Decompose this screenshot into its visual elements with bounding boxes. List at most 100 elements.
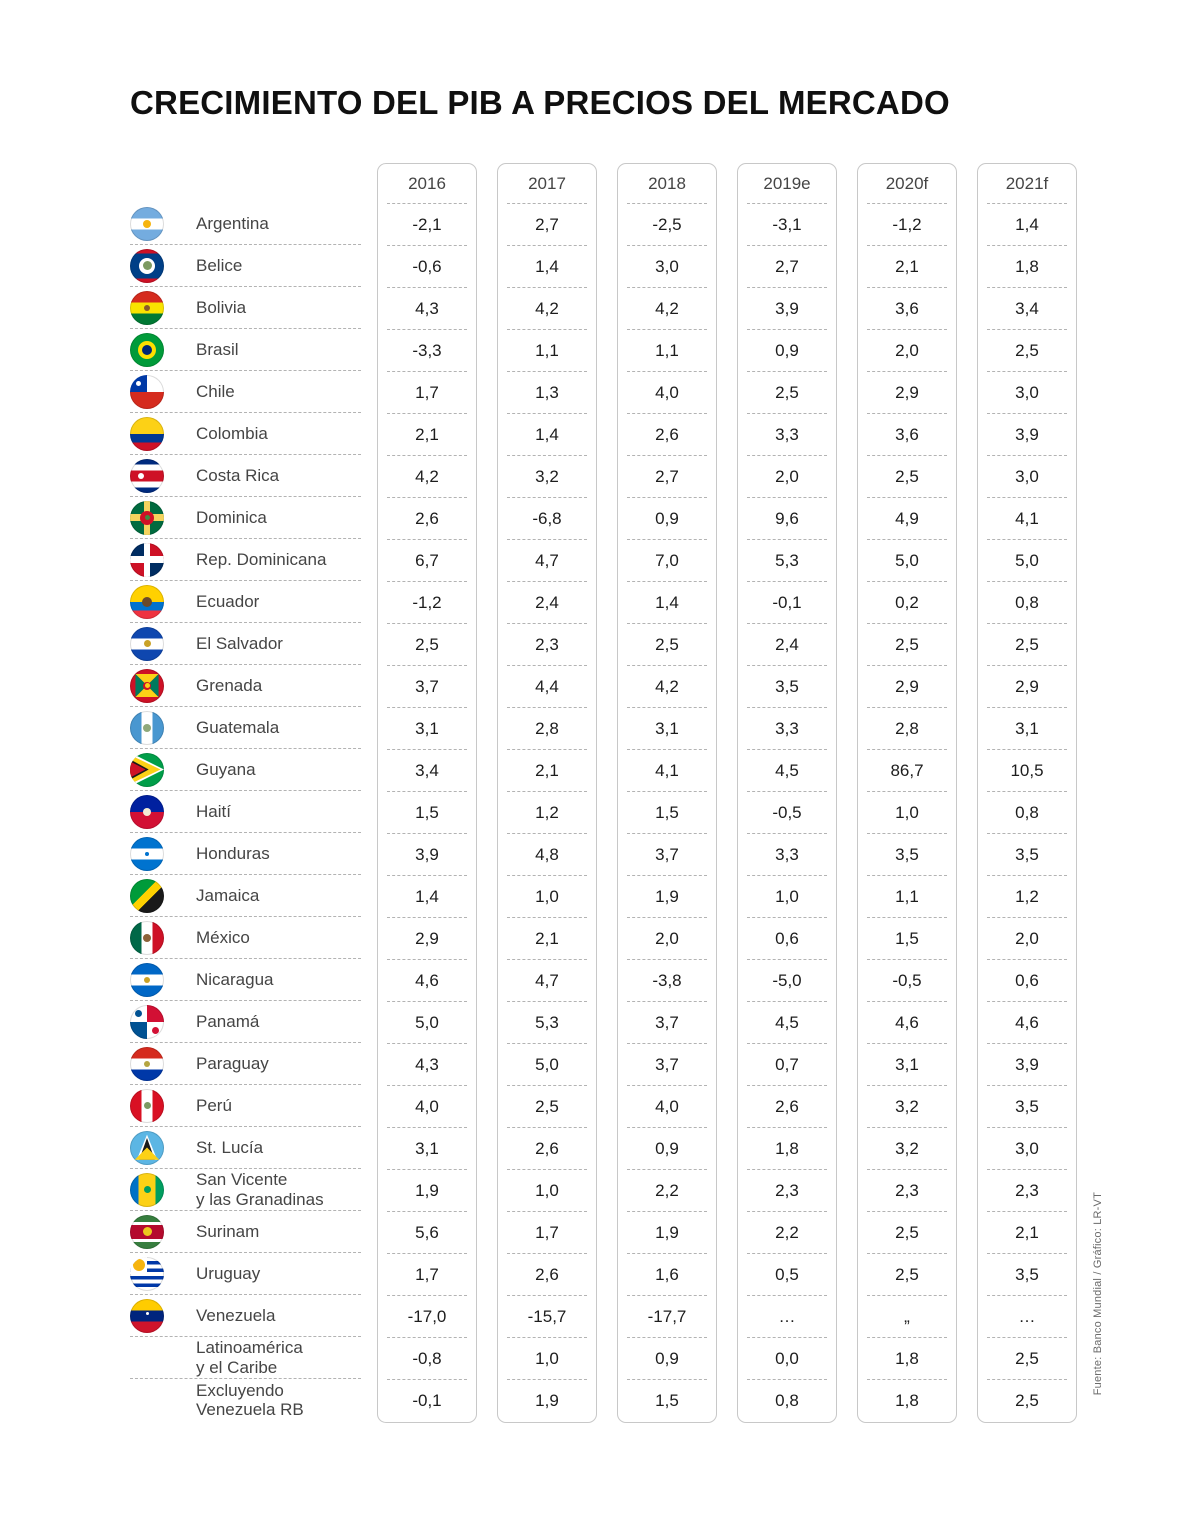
- flag-icon: [130, 962, 164, 997]
- flag-icon: [130, 1298, 164, 1333]
- value-cell: 1,2: [507, 792, 587, 834]
- value-cell: 4,5: [747, 1002, 827, 1044]
- country-name: Rep. Dominicana: [196, 549, 327, 569]
- value-cell: 3,6: [867, 414, 947, 456]
- value-cell: 4,6: [987, 1002, 1067, 1044]
- table-row: México: [130, 917, 361, 959]
- flag-part: [142, 596, 152, 607]
- value-cell: 2,3: [867, 1170, 947, 1212]
- value-cell: -3,8: [627, 960, 707, 1002]
- value-cell: 3,5: [747, 666, 827, 708]
- year-column: 2021f 1,4 1,8 3,4 2,5 3,0 3,9 3,0 4,1 5,0 0,8 2,5 2,…: [977, 163, 1077, 1423]
- value-cell: 2,6: [627, 414, 707, 456]
- flag-icon: [130, 626, 164, 661]
- flag-part: [142, 344, 152, 355]
- table-row: Perú: [130, 1085, 361, 1127]
- value-cell: 3,7: [627, 1044, 707, 1086]
- value-cell: -2,1: [387, 204, 467, 246]
- value-cell: 1,7: [387, 1254, 467, 1296]
- value-cell: 2,5: [987, 330, 1067, 372]
- value-cell: 1,4: [507, 246, 587, 288]
- value-cell: 1,7: [507, 1212, 587, 1254]
- flag-part: [136, 380, 141, 386]
- table-row: Guatemala: [130, 707, 361, 749]
- table-row: Bolivia: [130, 287, 361, 329]
- value-cell: 4,1: [987, 498, 1067, 540]
- value-cell: -0,8: [387, 1338, 467, 1380]
- value-cell: 5,0: [387, 1002, 467, 1044]
- value-cell: 4,0: [627, 372, 707, 414]
- table-row: Belice: [130, 245, 361, 287]
- flag-part: [144, 1060, 150, 1067]
- value-cell: 2,5: [1015, 1391, 1039, 1410]
- flag-icon: [130, 878, 164, 913]
- country-name: Honduras: [196, 843, 270, 863]
- table-row: Ecuador: [130, 581, 361, 623]
- value-cell: 3,9: [987, 1044, 1067, 1086]
- country-name: Jamaica: [196, 885, 260, 905]
- value-cell: 2,9: [987, 666, 1067, 708]
- value-cell: 4,3: [387, 1044, 467, 1086]
- flag-part: [143, 542, 151, 577]
- table-row: Brasil: [130, 329, 361, 371]
- value-cell: 1,6: [627, 1254, 707, 1296]
- year-column: 2016 -2,1 -0,6 4,3 -3,3 1,7 2,1 4,2 2,6 6,7 -1,2 2,…: [377, 163, 477, 1423]
- value-cell: 2,5: [507, 1086, 587, 1128]
- country-name: Excluyendo Venezuela RB: [196, 1380, 304, 1419]
- value-cell: 3,0: [987, 372, 1067, 414]
- value-cell: 2,1: [507, 750, 587, 792]
- column-header: 2016: [387, 164, 467, 204]
- value-cell: 1,0: [507, 1338, 587, 1380]
- table-row: Dominica: [130, 497, 361, 539]
- flag-part: [145, 1311, 149, 1315]
- table-row: Surinam: [130, 1211, 361, 1253]
- value-cell: 2,7: [627, 456, 707, 498]
- country-name: México: [196, 927, 250, 947]
- table-row: St. Lucía: [130, 1127, 361, 1169]
- value-cell: 1,3: [507, 372, 587, 414]
- value-cell: 1,9: [535, 1391, 559, 1410]
- table-row: Uruguay: [130, 1253, 361, 1295]
- country-name: St. Lucía: [196, 1137, 264, 1157]
- flag-placeholder: [130, 1383, 164, 1417]
- value-cell: 2,6: [507, 1254, 587, 1296]
- flag-part: [143, 723, 151, 732]
- value-cell: 2,1: [987, 1212, 1067, 1254]
- value-cell: -3,1: [747, 204, 827, 246]
- value-cell: 0,9: [747, 330, 827, 372]
- flag-icon: [130, 836, 164, 871]
- value-cell: 0,7: [747, 1044, 827, 1086]
- flag-part: [143, 219, 151, 228]
- flag-part: [144, 976, 150, 983]
- value-cell: 2,3: [747, 1170, 827, 1212]
- value-cell: 1,9: [387, 1170, 467, 1212]
- value-cell: 0,6: [987, 960, 1067, 1002]
- value-cell: 3,2: [507, 456, 587, 498]
- table-row: Argentina: [130, 203, 361, 245]
- country-name: Panamá: [196, 1011, 260, 1031]
- value-cell: 3,2: [867, 1086, 947, 1128]
- value-cell: 1,2: [987, 876, 1067, 918]
- value-cell: 2,3: [507, 624, 587, 666]
- value-cell: „: [867, 1296, 947, 1338]
- value-cell: 0,6: [747, 918, 827, 960]
- country-name: Colombia: [196, 423, 268, 443]
- year-column: 2018 -2,5 3,0 4,2 1,1 4,0 2,6 2,7 0,9 7,0 1,4 2,5 4,…: [617, 163, 717, 1423]
- value-cell: 1,5: [627, 792, 707, 834]
- country-name: Latinoamérica y el Caribe: [196, 1338, 303, 1377]
- value-cell: 4,7: [507, 540, 587, 582]
- value-cell: -0,6: [387, 246, 467, 288]
- table-row: Latinoamérica y el Caribe: [130, 1337, 361, 1379]
- value-cell: 2,9: [867, 372, 947, 414]
- value-cell: 2,6: [747, 1086, 827, 1128]
- country-name: Costa Rica: [196, 465, 280, 485]
- value-cell: 2,5: [627, 624, 707, 666]
- value-cell: 0,8: [987, 582, 1067, 624]
- flag-icon: [130, 710, 164, 745]
- value-cell: 1,9: [627, 876, 707, 918]
- value-cell: 4,0: [387, 1086, 467, 1128]
- value-cell: -1,2: [867, 204, 947, 246]
- flag-icon: [130, 1256, 164, 1291]
- flag-part: [143, 640, 151, 647]
- value-cell: 2,5: [867, 1254, 947, 1296]
